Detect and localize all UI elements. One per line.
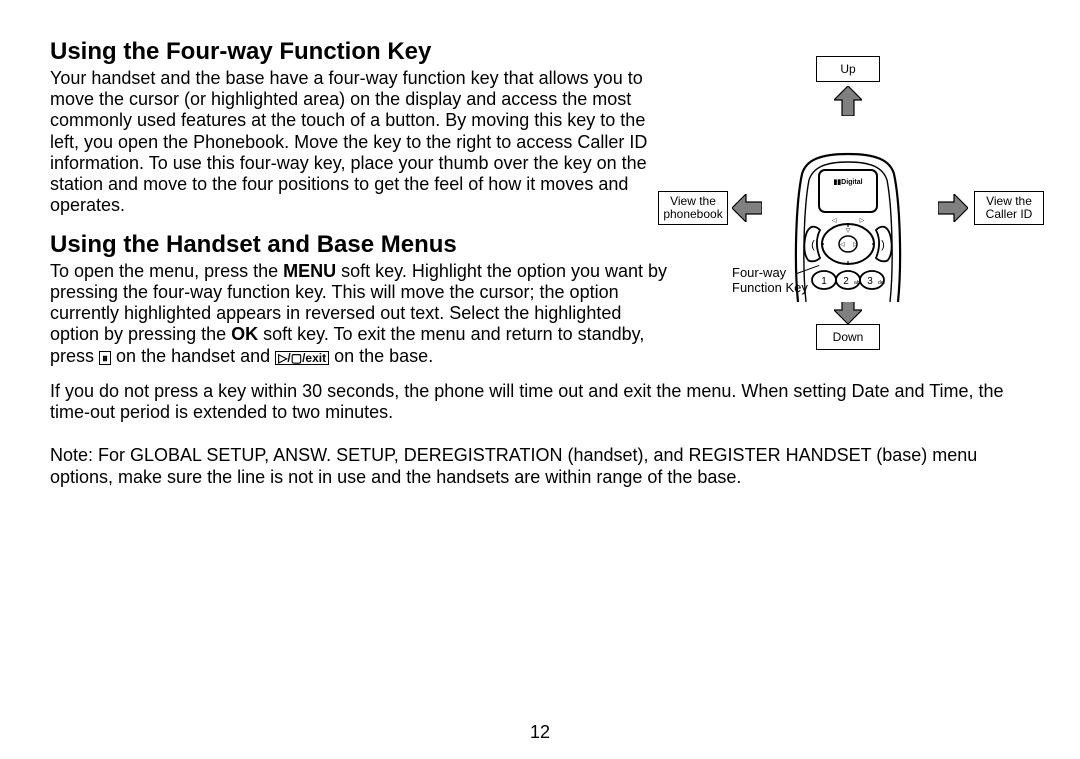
end-call-icon: ⏸	[99, 351, 111, 365]
svg-text:2: 2	[843, 276, 849, 287]
section2-pre: To open the menu, press the	[50, 261, 283, 281]
svg-text:(: (	[811, 239, 815, 251]
section2-body: To open the menu, press the MENU soft ke…	[50, 261, 670, 367]
svg-text:1: 1	[821, 276, 827, 287]
section1-heading: Using the Four-way Function Key	[50, 38, 670, 66]
diagram-right-label: View the Caller ID	[974, 191, 1044, 225]
svg-text:3: 3	[867, 276, 873, 287]
ok-softkey-label: OK	[231, 324, 258, 344]
section1-body: Your handset and the base have a four-wa…	[50, 68, 670, 217]
section2-mid3: on the handset and	[111, 346, 275, 366]
svg-text:◁: ◁	[832, 218, 837, 224]
svg-text:def: def	[878, 280, 886, 286]
page-number: 12	[0, 722, 1080, 743]
play-stop-exit-icon: ▷/▢/exit	[275, 351, 329, 365]
four-way-key-diagram: Up Down View the phonebook View the Call…	[664, 56, 1044, 356]
diagram-up-label: Up	[816, 56, 880, 82]
svg-text:): )	[881, 239, 885, 251]
exit-label: exit	[305, 351, 326, 365]
menu-softkey-label: MENU	[283, 261, 336, 281]
svg-text:▷: ▷	[853, 242, 858, 248]
note-paragraph: Note: For GLOBAL SETUP, ANSW. SETUP, DER…	[50, 445, 1030, 487]
svg-text:◁: ◁	[840, 242, 845, 248]
arrow-right-icon	[938, 194, 968, 222]
svg-text:▽: ▽	[846, 228, 851, 234]
svg-text:▷: ▷	[860, 218, 865, 224]
manual-page: Using the Four-way Function Key Your han…	[0, 0, 1080, 759]
diagram-down-label: Down	[816, 324, 880, 350]
timeout-paragraph: If you do not press a key within 30 seco…	[50, 381, 1030, 423]
section2-end: on the base.	[329, 346, 433, 366]
arrow-left-icon	[732, 194, 762, 222]
play-stop-glyph: ▷/▢/	[278, 351, 305, 365]
svg-text:▮▮Digital: ▮▮Digital	[833, 179, 862, 186]
arrow-up-icon	[834, 86, 862, 116]
section2-heading: Using the Handset and Base Menus	[50, 231, 670, 259]
diagram-left-label: View the phonebook	[658, 191, 728, 225]
left-text-column: Using the Four-way Function Key Your han…	[50, 38, 670, 367]
function-key-caption: Four-way Function Key	[732, 266, 808, 296]
